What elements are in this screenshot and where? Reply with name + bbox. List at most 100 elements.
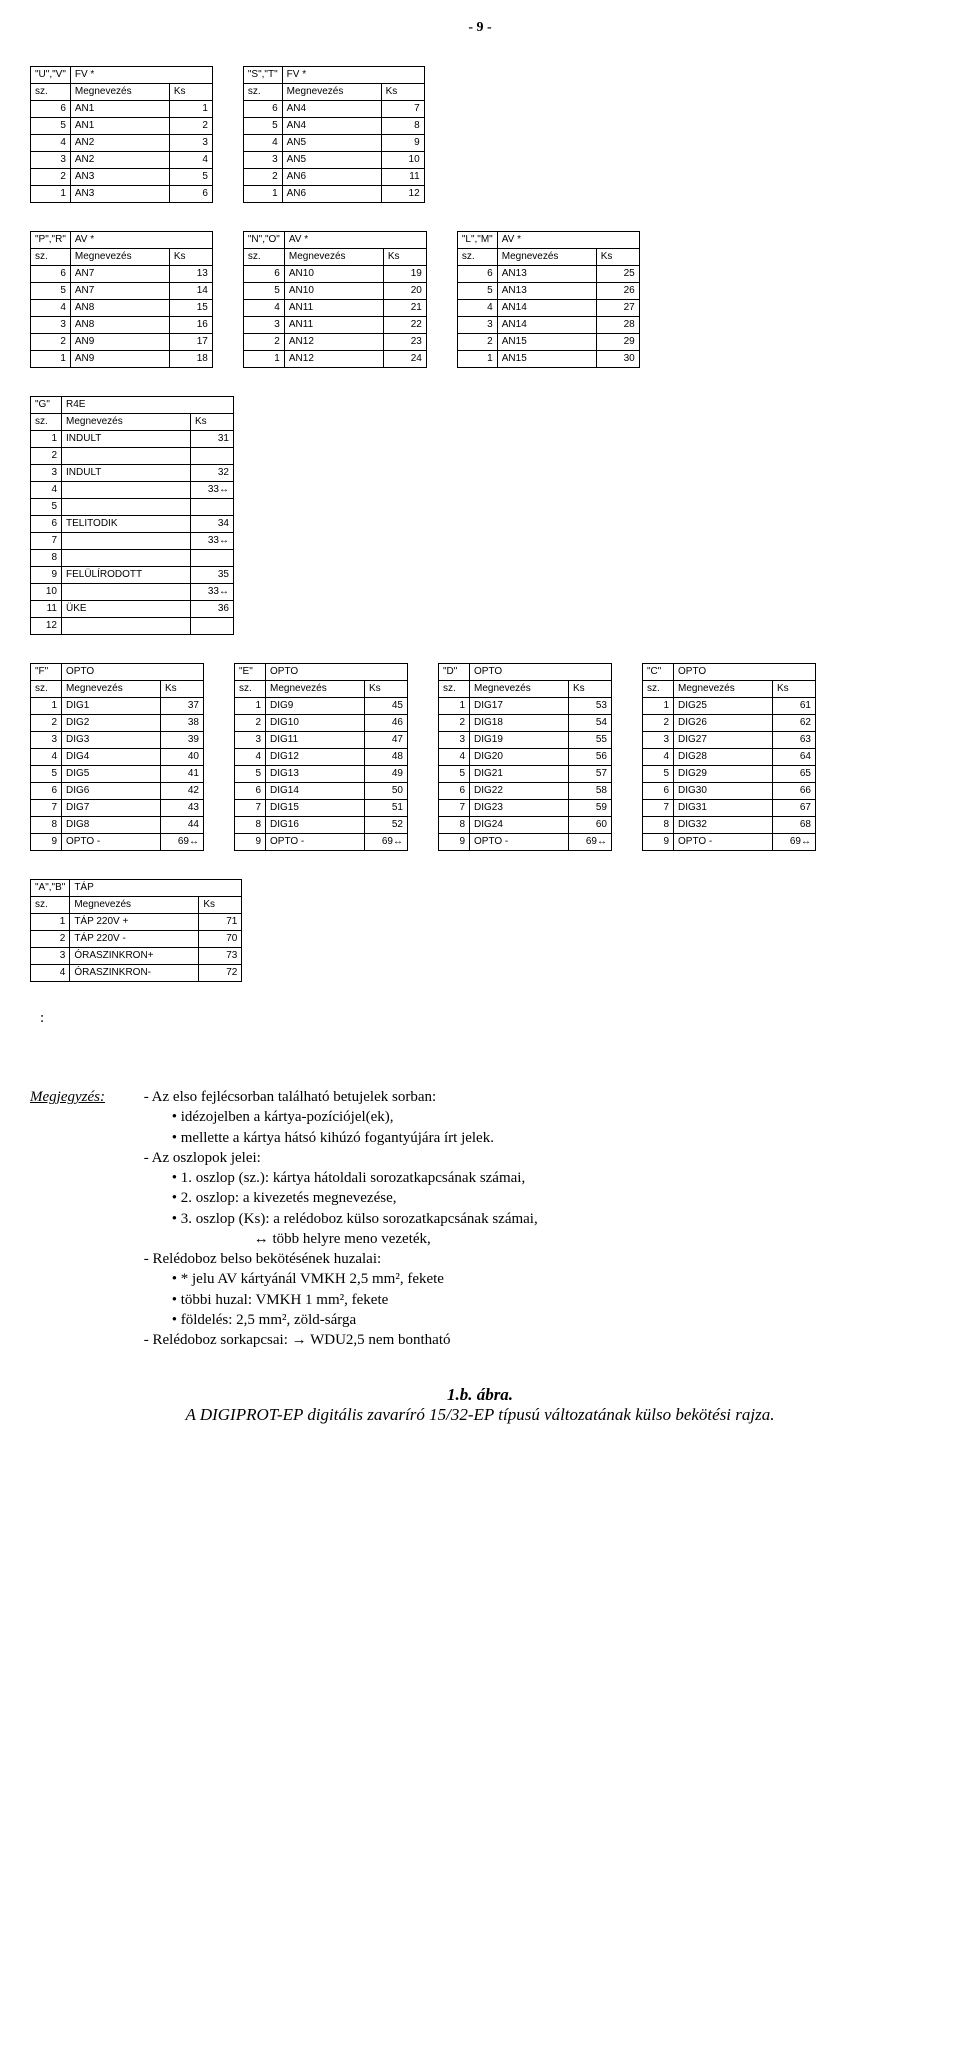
table-row: 9OPTO -69↔	[439, 834, 612, 851]
table-row: 6AN47	[243, 101, 424, 118]
table-st: "S","T"FV *sz.MegnevezésKs6AN475AN484AN5…	[243, 66, 425, 203]
figure-caption: A DIGIPROT-EP digitális zavaríró 15/32-E…	[30, 1405, 930, 1425]
table-row: 3ÓRASZINKRON+73	[31, 948, 242, 965]
table-row: 1AN612	[243, 186, 424, 203]
table-row: 4AN59	[243, 135, 424, 152]
table-ab: "A","B"TÁPsz.MegnevezésKs1TÁP 220V +712T…	[30, 879, 242, 982]
table-row: 2DIG238	[31, 715, 204, 732]
notes-label: Megjegyzés:	[30, 1087, 140, 1107]
table-row: 6AN1019	[243, 266, 426, 283]
table-row: 12	[31, 618, 234, 635]
table-row: 1AN1530	[457, 351, 639, 368]
table-row: 8DIG844	[31, 817, 204, 834]
table-row: 7DIG3167	[643, 800, 816, 817]
table-row: 2AN1223	[243, 334, 426, 351]
table-row: 5AN714	[31, 283, 213, 300]
table-row: 8DIG2460	[439, 817, 612, 834]
table-e: "E"OPTOsz.MegnevezésKs1DIG9452DIG10463DI…	[234, 663, 408, 851]
table-row: 5DIG2965	[643, 766, 816, 783]
table-row: 2AN35	[31, 169, 213, 186]
table-row: 9OPTO -69↔	[31, 834, 204, 851]
table-row: 1AN36	[31, 186, 213, 203]
table-row: 5AN1020	[243, 283, 426, 300]
table-lm: "L","M"AV *sz.MegnevezésKs6AN13255AN1326…	[457, 231, 640, 368]
table-row: 3AN24	[31, 152, 213, 169]
table-row: 9OPTO -69↔	[643, 834, 816, 851]
table-row: 6AN1325	[457, 266, 639, 283]
table-row: 3AN816	[31, 317, 213, 334]
table-row: 6TELITODIK34	[31, 516, 234, 533]
table-row: 5DIG1349	[235, 766, 408, 783]
figure-number: 1.b. ábra.	[30, 1385, 930, 1405]
table-row: 7DIG2359	[439, 800, 612, 817]
table-row: 3DIG2763	[643, 732, 816, 749]
table-row: 7DIG1551	[235, 800, 408, 817]
table-row: 1DIG2561	[643, 698, 816, 715]
table-row: 2DIG1854	[439, 715, 612, 732]
table-row: 733↔	[31, 533, 234, 550]
table-row: 1DIG945	[235, 698, 408, 715]
table-row: 3AN510	[243, 152, 424, 169]
table-f: "F"OPTOsz.MegnevezésKs1DIG1372DIG2383DIG…	[30, 663, 204, 851]
table-row: 5AN1326	[457, 283, 639, 300]
table-row: 2	[31, 448, 234, 465]
row-3: "G"R4Esz.MegnevezésKs1INDULT3123INDULT32…	[30, 396, 930, 635]
table-row: 1AN918	[31, 351, 213, 368]
table-row: 6DIG3066	[643, 783, 816, 800]
table-row: 4AN1427	[457, 300, 639, 317]
table-row: 1DIG1753	[439, 698, 612, 715]
row-2: "P","R"AV *sz.MegnevezésKs6AN7135AN7144A…	[30, 231, 930, 368]
table-c: "C"OPTOsz.MegnevezésKs1DIG25612DIG26623D…	[642, 663, 816, 851]
table-row: 2DIG2662	[643, 715, 816, 732]
table-row: 4DIG1248	[235, 749, 408, 766]
table-row: 3DIG339	[31, 732, 204, 749]
table-row: 1TÁP 220V +71	[31, 914, 242, 931]
table-row: 2AN611	[243, 169, 424, 186]
table-row: 8	[31, 550, 234, 567]
table-row: 2AN1529	[457, 334, 639, 351]
table-row: 6AN713	[31, 266, 213, 283]
table-row: 1033↔	[31, 584, 234, 601]
table-uv: "U","V"FV *sz.MegnevezésKs6AN115AN124AN2…	[30, 66, 213, 203]
table-row: 8DIG3268	[643, 817, 816, 834]
table-row: 5AN48	[243, 118, 424, 135]
table-pr: "P","R"AV *sz.MegnevezésKs6AN7135AN7144A…	[30, 231, 213, 368]
table-row: 6DIG1450	[235, 783, 408, 800]
row-1: "U","V"FV *sz.MegnevezésKs6AN115AN124AN2…	[30, 66, 930, 203]
table-row: 6DIG642	[31, 783, 204, 800]
table-row: 433↔	[31, 482, 234, 499]
table-row: 8DIG1652	[235, 817, 408, 834]
colon-marker: :	[40, 1010, 930, 1027]
table-row: 4AN23	[31, 135, 213, 152]
table-row: 4AN815	[31, 300, 213, 317]
table-row: 6AN11	[31, 101, 213, 118]
table-row: 2TÁP 220V -70	[31, 931, 242, 948]
table-row: 5DIG2157	[439, 766, 612, 783]
notes-block: Megjegyzés: - Az elso fejlécsorban talál…	[30, 1087, 930, 1350]
table-row: 4DIG2864	[643, 749, 816, 766]
table-row: 3DIG1147	[235, 732, 408, 749]
row-5: "A","B"TÁPsz.MegnevezésKs1TÁP 220V +712T…	[30, 879, 930, 982]
table-row: 9FELÜLÍRODOTT35	[31, 567, 234, 584]
table-row: 4DIG440	[31, 749, 204, 766]
table-row: 6DIG2258	[439, 783, 612, 800]
table-row: 4AN1121	[243, 300, 426, 317]
table-row: 1AN1224	[243, 351, 426, 368]
table-row: 3DIG1955	[439, 732, 612, 749]
table-g: "G"R4Esz.MegnevezésKs1INDULT3123INDULT32…	[30, 396, 234, 635]
table-row: 3AN1122	[243, 317, 426, 334]
table-row: 2DIG1046	[235, 715, 408, 732]
table-row: 5DIG541	[31, 766, 204, 783]
table-row: 9OPTO -69↔	[235, 834, 408, 851]
table-row: 5	[31, 499, 234, 516]
page-number: - 9 -	[30, 20, 930, 36]
notes-body: - Az elso fejlécsorban található betujel…	[144, 1087, 864, 1350]
row-4: "F"OPTOsz.MegnevezésKs1DIG1372DIG2383DIG…	[30, 663, 930, 851]
table-row: 3INDULT32	[31, 465, 234, 482]
table-no: "N","O"AV *sz.MegnevezésKs6AN10195AN1020…	[243, 231, 427, 368]
table-row: 4DIG2056	[439, 749, 612, 766]
table-row: 4ÓRASZINKRON-72	[31, 965, 242, 982]
table-d: "D"OPTOsz.MegnevezésKs1DIG17532DIG18543D…	[438, 663, 612, 851]
table-row: 5AN12	[31, 118, 213, 135]
table-row: 1INDULT31	[31, 431, 234, 448]
